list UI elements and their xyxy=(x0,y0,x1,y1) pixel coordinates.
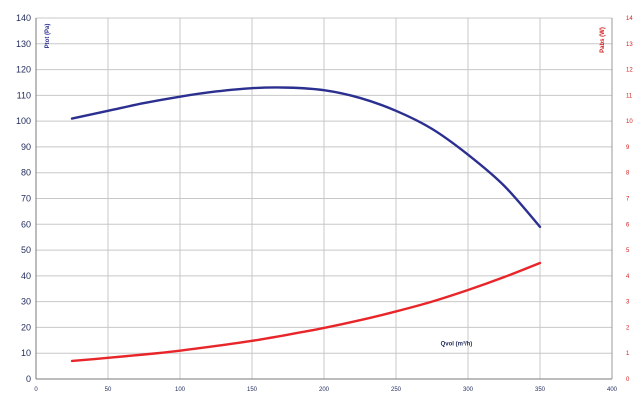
x-tick-label: 0 xyxy=(34,387,38,393)
y-left-tick-label: 40 xyxy=(21,271,31,281)
y-left-tick-label: 10 xyxy=(21,348,31,358)
y-right-axis-label: Pabs (W) xyxy=(600,27,606,53)
y-right-tick-label: 12 xyxy=(626,68,633,74)
y-left-tick-label: 80 xyxy=(21,168,31,178)
y-right-tick-label: 0 xyxy=(626,377,630,383)
y-right-tick-label: 5 xyxy=(626,248,630,254)
y-left-tick-label: 60 xyxy=(21,219,31,229)
labels: Ptot (Pa) Pabs (W) Qvol (m³/h) xyxy=(45,24,606,348)
y-left-tick-label: 130 xyxy=(16,39,31,49)
y-left-tick-label: 100 xyxy=(16,116,31,126)
y-right-tick-label: 9 xyxy=(626,145,630,151)
series xyxy=(70,86,542,363)
x-tick-label: 300 xyxy=(463,387,474,393)
y-right-tick-label: 11 xyxy=(626,93,633,99)
y-right-tick-label: 10 xyxy=(626,119,633,125)
x-tick-label: 50 xyxy=(105,387,112,393)
grid xyxy=(35,17,613,380)
x-tick-label: 150 xyxy=(247,387,258,393)
y-right-tick-label: 7 xyxy=(626,197,630,203)
y-right-tick-label: 13 xyxy=(626,42,633,48)
y-right-tick-label: 2 xyxy=(626,325,630,331)
y-right-tick-label: 4 xyxy=(626,274,630,280)
x-tick-label: 250 xyxy=(391,387,402,393)
y-right-tick-label: 8 xyxy=(626,171,630,177)
y-left-tick-label: 140 xyxy=(16,13,31,23)
y-left-tick-label: 30 xyxy=(21,297,31,307)
x-tick-label: 350 xyxy=(535,387,546,393)
y-left-tick-label: 90 xyxy=(21,142,31,152)
series-line-left xyxy=(70,86,542,229)
y-left-tick-label: 70 xyxy=(21,194,31,204)
y-right-tick-label: 3 xyxy=(626,300,630,306)
y-left-tick-label: 120 xyxy=(16,65,31,75)
x-tick-label: 200 xyxy=(319,387,330,393)
y-right-tick-label: 14 xyxy=(626,16,633,22)
y-left-axis-label: Ptot (Pa) xyxy=(45,24,51,49)
y-left-tick-label: 20 xyxy=(21,322,31,332)
y-left-tick-label: 0 xyxy=(26,374,31,384)
y-left-tick-label: 110 xyxy=(17,90,31,100)
x-tick-label: 100 xyxy=(175,387,186,393)
y-right-tick-label: 1 xyxy=(626,351,630,357)
x-tick-label: 400 xyxy=(607,387,618,393)
x-axis-label: Qvol (m³/h) xyxy=(441,340,473,347)
y-left-tick-label: 50 xyxy=(21,245,31,255)
series-line-right xyxy=(70,261,542,363)
y-right-tick-label: 6 xyxy=(626,222,630,228)
